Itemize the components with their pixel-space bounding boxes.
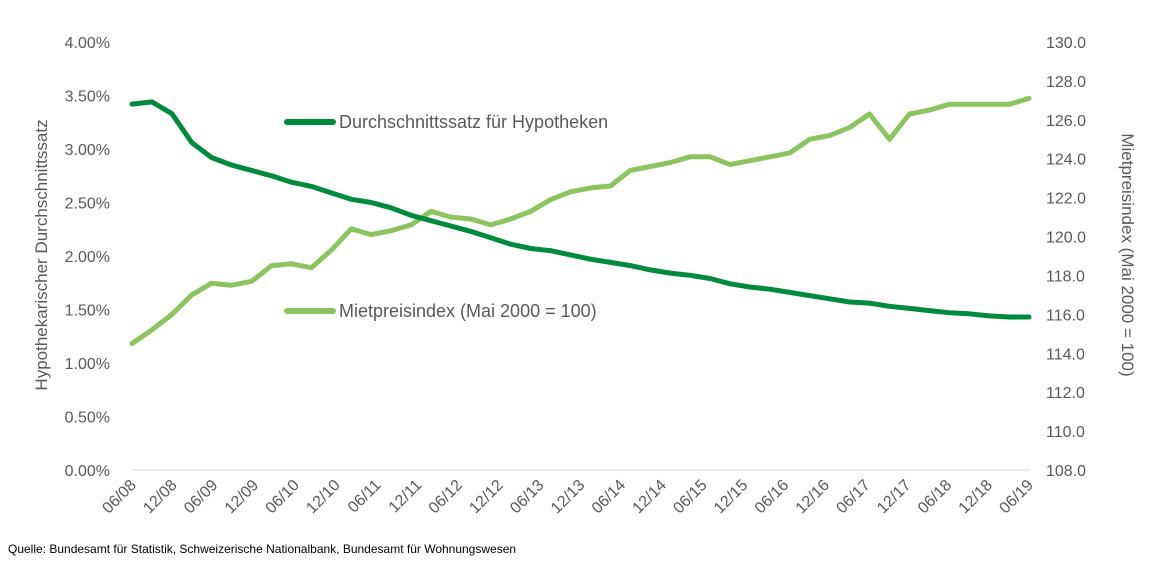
x-tick-label: 12/18	[956, 477, 996, 517]
x-tick-label: 12/10	[303, 477, 343, 517]
x-tick-label: 12/15	[711, 477, 751, 517]
y-right-tick-label: 108.0	[1046, 463, 1086, 480]
x-tick-label: 12/17	[874, 477, 914, 517]
y-left-tick-label: 1.50%	[65, 303, 110, 320]
y-left-tick-labels: 0.00% 0.50% 1.00% 1.50% 2.00% 2.50% 3.00% 3.50%…	[65, 35, 110, 480]
y-right-tick-label: 126.0	[1046, 113, 1086, 130]
x-tick-label: 12/08	[140, 477, 180, 517]
y-left-tick-label: 1.00%	[65, 356, 110, 373]
y-right-tick-label: 114.0	[1046, 346, 1085, 363]
y-right-tick-label: 118.0	[1046, 268, 1085, 285]
x-tick-label: 06/08	[99, 477, 139, 517]
y-left-tick-label: 0.50%	[65, 410, 110, 427]
series-line-mortgage-rate	[129, 99, 1032, 320]
series-line-rent-index	[129, 95, 1032, 346]
x-tick-labels: 06/08 12/08 06/09 12/09 06/10 12/10 06/11 12/11…	[99, 477, 1036, 517]
y-left-tick-label: 3.00%	[65, 142, 110, 159]
x-tick-label: 06/14	[589, 477, 629, 517]
y-left-tick-label: 2.50%	[65, 196, 110, 213]
y-right-tick-label: 128.0	[1046, 74, 1086, 91]
x-tick-label: 12/14	[630, 477, 670, 517]
y-left-tick-label: 3.50%	[65, 89, 110, 106]
x-tick-label: 06/15	[670, 477, 710, 517]
y-left-tick-label: 0.00%	[65, 463, 110, 480]
x-tick-label: 12/11	[386, 477, 426, 517]
y-right-tick-label: 120.0	[1046, 230, 1086, 247]
x-tick-label: 06/16	[752, 477, 792, 517]
source-note: Quelle: Bundesamt für Statistik, Schweiz…	[8, 542, 517, 556]
y-right-axis-title: Mietpreisindex (Mai 2000 = 100)	[1118, 133, 1137, 376]
y-right-tick-label: 116.0	[1046, 307, 1085, 324]
series-layer	[129, 95, 1032, 346]
legend-label-mortgage-rate: Durchschnittssatz für Hypotheken	[339, 112, 608, 132]
y-right-tick-label: 112.0	[1046, 385, 1085, 402]
x-tick-label: 06/18	[915, 477, 955, 517]
y-right-tick-labels: 108.0 110.0 112.0 114.0 116.0 118.0 120.0 122.0…	[1046, 35, 1086, 480]
y-left-tick-label: 4.00%	[65, 35, 110, 52]
y-right-tick-label: 122.0	[1046, 191, 1086, 208]
y-right-tick-label: 124.0	[1046, 152, 1086, 169]
x-tick-label: 06/19	[996, 477, 1036, 517]
x-tick-label: 12/12	[466, 477, 506, 517]
x-tick-label: 12/16	[793, 477, 833, 517]
x-tick-label: 06/12	[426, 477, 466, 517]
legend-label-rent-index: Mietpreisindex (Mai 2000 = 100)	[339, 301, 597, 321]
y-right-tick-label: 110.0	[1046, 424, 1085, 441]
x-tick-label: 12/09	[222, 477, 262, 517]
y-right-tick-label: 130.0	[1046, 35, 1086, 52]
x-tick-label: 06/11	[345, 477, 385, 517]
x-tick-label: 06/09	[181, 477, 221, 517]
x-tick-label: 12/13	[548, 477, 588, 517]
x-tick-label: 06/13	[507, 477, 547, 517]
y-left-tick-label: 2.00%	[65, 249, 110, 266]
y-left-axis-title: Hypothekarischer Durchschnittssatz	[32, 119, 51, 390]
x-tick-label: 06/17	[833, 477, 873, 517]
x-tick-label: 06/10	[263, 477, 303, 517]
